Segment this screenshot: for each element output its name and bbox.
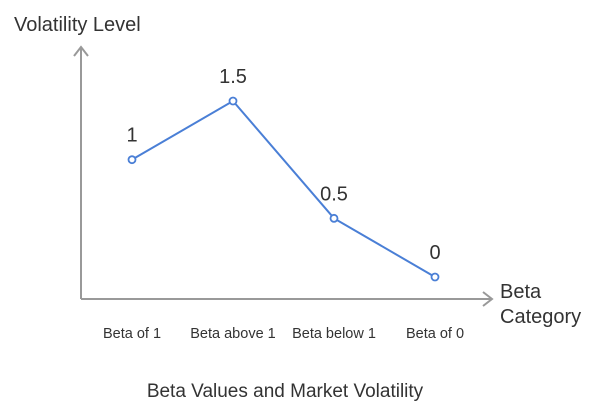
chart-title: Beta Values and Market Volatility bbox=[147, 381, 424, 402]
x-tick-label: Beta above 1 bbox=[190, 326, 275, 342]
x-axis-label-line2: Category bbox=[500, 306, 581, 328]
series-line bbox=[131, 99, 436, 278]
x-tick-label: Beta of 0 bbox=[406, 326, 464, 342]
data-point bbox=[329, 213, 339, 223]
data-label: 1 bbox=[126, 125, 137, 147]
y-axis-arrow bbox=[73, 45, 89, 57]
y-axis-label: Volatility Level bbox=[14, 14, 141, 36]
x-tick-label: Beta below 1 bbox=[292, 326, 376, 342]
x-axis-arrow bbox=[482, 291, 494, 307]
data-label: 0.5 bbox=[320, 183, 348, 205]
data-point bbox=[430, 272, 440, 282]
data-label: 0 bbox=[429, 242, 440, 264]
data-label: 1.5 bbox=[219, 66, 247, 88]
data-point bbox=[127, 155, 137, 165]
data-point bbox=[228, 96, 238, 106]
x-tick-label: Beta of 1 bbox=[103, 326, 161, 342]
x-axis-label-line1: Beta bbox=[500, 281, 542, 303]
